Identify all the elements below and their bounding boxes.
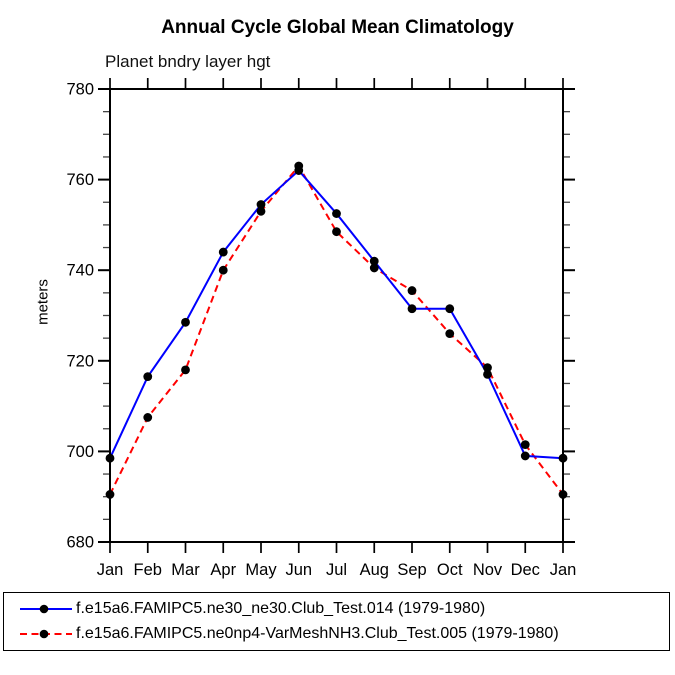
legend-line-sample-series1 [20,604,72,614]
x-tick-label: Apr [210,561,236,579]
x-tick-label: Dec [511,561,540,579]
data-point-marker-series2 [558,490,568,499]
x-tick-label: Feb [134,561,162,579]
x-tick-label: Jan [97,561,124,579]
plot-frame [109,88,564,543]
data-point-marker-series1 [445,304,455,314]
data-point-marker-series1 [218,247,228,257]
data-point-marker-series2 [294,161,304,171]
data-point-marker-series2 [332,227,341,237]
data-point-marker-series1 [407,304,417,314]
data-point-marker-series1 [181,317,190,327]
x-tick-label: Nov [473,561,503,579]
legend-marker-icon [39,629,49,639]
data-point-marker-series1 [558,453,568,463]
y-tick-label: 740 [66,262,94,280]
data-point-marker-series2 [218,265,228,275]
legend-label-series1: f.e15a6.FAMIPC5.ne30_ne30.Club_Test.014 … [76,599,486,617]
y-tick-label: 780 [66,81,94,99]
y-tick-label: 720 [66,352,94,370]
y-tick-label: 680 [66,534,94,552]
legend-item-series1: f.e15a6.FAMIPC5.ne30_ne30.Club_Test.014 … [18,597,669,621]
legend-line-sample-series2 [20,629,72,639]
x-tick-label: May [245,561,277,579]
x-tick-label: Mar [171,561,200,579]
chart-title: Annual Cycle Global Mean Climatology [161,17,514,38]
legend-box: f.e15a6.FAMIPC5.ne30_ne30.Club_Test.014 … [3,592,670,651]
x-tick-label: Jul [326,561,347,579]
data-point-marker-series1 [520,451,530,461]
chart-subtitle: Planet bndry layer hgt [105,52,271,71]
data-point-marker-series2 [181,365,190,375]
y-tick-label: 700 [66,443,94,461]
data-point-marker-series1 [369,256,379,266]
data-point-marker-series1 [483,369,492,379]
data-point-marker-series1 [143,372,153,382]
x-tick-label: Aug [360,561,389,579]
data-point-marker-series1 [105,453,115,463]
data-point-marker-series2 [520,440,530,450]
data-point-marker-series2 [369,263,379,273]
legend-item-series2: f.e15a6.FAMIPC5.ne0np4-VarMeshNH3.Club_T… [18,622,669,646]
data-point-marker-series2 [143,413,153,422]
x-tick-label: Oct [437,561,463,579]
legend-marker-icon [39,604,49,614]
x-tick-label: Jun [285,561,312,579]
x-tick-label: Sep [397,561,426,579]
data-point-marker-series2 [105,490,115,499]
data-point-marker-series1 [332,209,341,218]
y-tick-label: 760 [66,171,94,189]
data-point-marker-series2 [445,329,455,339]
legend-label-series2: f.e15a6.FAMIPC5.ne0np4-VarMeshNH3.Club_T… [76,625,559,643]
data-point-marker-series1 [256,200,266,209]
data-point-marker-series2 [407,286,417,295]
x-tick-label: Jan [550,561,577,579]
data-point-marker-series2 [256,206,266,216]
data-point-marker-series2 [483,363,492,372]
